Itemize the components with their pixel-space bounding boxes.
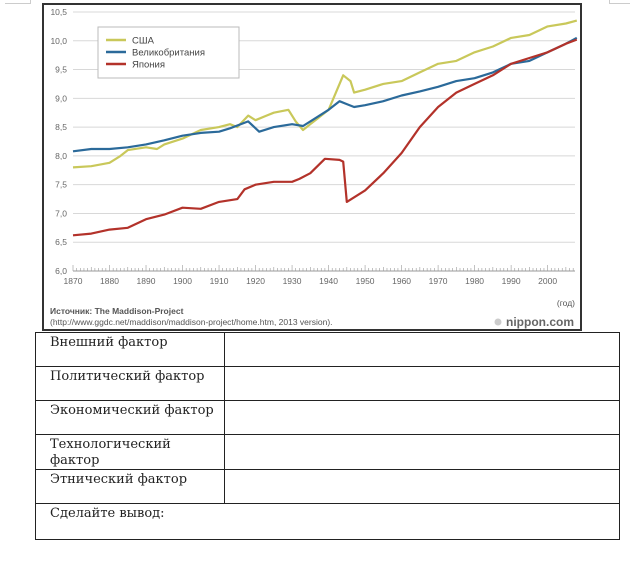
x-tick-label: 1930 bbox=[283, 276, 302, 286]
row-answer-cell[interactable] bbox=[224, 366, 620, 401]
source-line-2: (http://www.ggdc.net/maddison/maddison-p… bbox=[50, 317, 333, 327]
x-tick-label: 1950 bbox=[356, 276, 375, 286]
table-row: Экономический фактор bbox=[35, 400, 620, 435]
x-tick-label: 1870 bbox=[64, 276, 83, 286]
gdp-per-capita-chart: 1870 1880 1890 1900 1910 1920 1930 1940 1950 1960… bbox=[50, 7, 578, 329]
series-line-США bbox=[72, 19, 578, 169]
y-axis: 6,0 6,5 7,0 7,5 8,0 8,5 9,0 9,5 10,0 10,5 bbox=[50, 7, 67, 276]
x-tick-label: 1910 bbox=[210, 276, 229, 286]
x-tick-label: 1920 bbox=[246, 276, 265, 286]
conclusion-row: Сделайте вывод: bbox=[35, 503, 620, 540]
row-label: Технологический фактор bbox=[35, 434, 225, 470]
legend-label: Япония bbox=[132, 60, 165, 71]
table-row: Этнический фактор bbox=[35, 469, 620, 504]
page-corner-mark-left bbox=[5, 0, 31, 4]
y-tick-label: 6,5 bbox=[55, 237, 67, 247]
row-label: Экономический фактор bbox=[35, 400, 225, 435]
source-line-1: Источник: The Maddison-Project bbox=[50, 306, 184, 316]
row-label: Этнический фактор bbox=[35, 469, 225, 504]
x-axis: 1870 1880 1890 1900 1910 1920 1930 1940 1950 1960… bbox=[64, 265, 575, 286]
y-tick-label: 8,0 bbox=[55, 151, 67, 161]
factors-table: Внешний фактор Политический фактор Эконо… bbox=[35, 332, 620, 540]
y-tick-label: 6,0 bbox=[55, 266, 67, 276]
x-tick-label: 1880 bbox=[100, 276, 119, 286]
watermark: nippon.com bbox=[506, 315, 574, 329]
x-axis-label: (год) bbox=[557, 298, 575, 308]
y-tick-label: 9,5 bbox=[55, 65, 67, 75]
factors-table-wrap: Внешний фактор Политический фактор Эконо… bbox=[35, 332, 620, 540]
row-answer-cell[interactable] bbox=[224, 469, 620, 504]
y-tick-label: 10,0 bbox=[50, 36, 67, 46]
x-tick-label: 1990 bbox=[502, 276, 521, 286]
y-tick-label: 7,0 bbox=[55, 208, 67, 218]
row-answer-cell[interactable] bbox=[224, 332, 620, 367]
y-tick-label: 10,5 bbox=[50, 7, 67, 17]
table-row: Политический фактор bbox=[35, 366, 620, 401]
y-tick-label: 8,5 bbox=[55, 122, 67, 132]
x-tick-label: 1900 bbox=[173, 276, 192, 286]
series-line-Япония bbox=[72, 38, 578, 237]
row-answer-cell[interactable] bbox=[224, 400, 620, 435]
x-tick-label: 1940 bbox=[319, 276, 338, 286]
row-answer-cell[interactable] bbox=[224, 434, 620, 470]
table-row: Технологический фактор bbox=[35, 434, 620, 470]
x-tick-label: 2000 bbox=[538, 276, 557, 286]
series-line-Великобритания bbox=[72, 36, 578, 153]
x-tick-label: 1890 bbox=[137, 276, 156, 286]
table-row: Внешний фактор bbox=[35, 332, 620, 367]
row-label: Внешний фактор bbox=[35, 332, 225, 367]
chart-frame: 1870 1880 1890 1900 1910 1920 1930 1940 1950 1960… bbox=[42, 3, 582, 331]
series-layer bbox=[72, 19, 578, 237]
row-label: Политический фактор bbox=[35, 366, 225, 401]
legend-label: США bbox=[132, 36, 155, 47]
x-tick-label: 1960 bbox=[392, 276, 411, 286]
y-tick-label: 7,5 bbox=[55, 180, 67, 190]
legend-label: Великобритания bbox=[132, 48, 205, 59]
page-corner-mark-right bbox=[609, 0, 630, 4]
conclusion-cell[interactable]: Сделайте вывод: bbox=[35, 503, 620, 540]
x-tick-label: 1980 bbox=[465, 276, 484, 286]
y-tick-label: 9,0 bbox=[55, 93, 67, 103]
nippon-logo-icon bbox=[494, 318, 502, 326]
x-tick-label: 1970 bbox=[429, 276, 448, 286]
